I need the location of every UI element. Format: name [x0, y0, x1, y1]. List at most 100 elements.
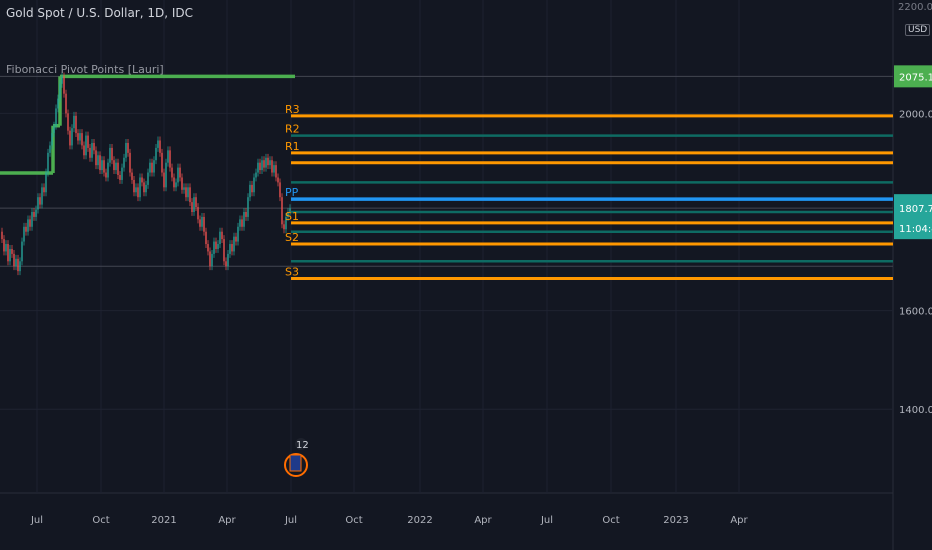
candle-body	[107, 162, 109, 178]
candle-body	[223, 239, 225, 262]
candle-body	[183, 187, 185, 190]
candle-body	[263, 160, 265, 168]
candle-body	[159, 140, 161, 153]
candle-body	[193, 197, 195, 212]
candle-body	[53, 125, 55, 134]
candle-body	[109, 147, 111, 163]
candle-body	[235, 236, 237, 242]
candle-body	[23, 226, 25, 242]
candle-body	[241, 219, 243, 227]
candle-body	[11, 248, 13, 254]
candle-body	[121, 167, 123, 180]
candle-body	[199, 219, 201, 227]
candle-body	[227, 253, 229, 267]
x-tick-label: 2023	[663, 515, 688, 526]
candle-body	[285, 216, 287, 230]
price-badges: 2075.14 1807.78 11:04:46	[894, 65, 932, 240]
candle-body	[71, 128, 73, 146]
candle-body	[179, 167, 181, 178]
candle-body	[167, 150, 169, 163]
candle-body	[245, 211, 247, 217]
candle-body	[59, 83, 61, 99]
candle-body	[65, 93, 67, 114]
candle-body	[201, 216, 203, 227]
candle-body	[219, 231, 221, 245]
candle-body	[281, 197, 283, 225]
candle-body	[247, 197, 249, 217]
candle-body	[129, 152, 131, 173]
prior-pivot-line	[0, 74, 295, 175]
event-count[interactable]: 12	[296, 440, 309, 451]
pivot-levels	[291, 114, 893, 281]
x-tick-label: Oct	[92, 515, 109, 526]
x-tick-label: Jul	[284, 515, 297, 526]
candle-body	[79, 133, 81, 141]
candle-body	[15, 258, 17, 267]
candle-body	[85, 135, 87, 156]
candle-body	[93, 142, 95, 151]
candle-body	[125, 142, 127, 158]
candle-body	[51, 133, 53, 146]
flag-body	[289, 454, 302, 472]
candle-body	[225, 261, 227, 267]
candle-body	[9, 248, 11, 262]
candle-body	[273, 165, 275, 173]
countdown-timer: 11:04:46	[899, 224, 932, 235]
candle-body	[195, 197, 197, 208]
candle-body	[169, 150, 171, 168]
candle-body	[269, 160, 271, 166]
candle-body	[147, 172, 149, 185]
pivot-level-labels: R3 R2 R1 PP S1 S2 S3	[285, 103, 300, 279]
x-tick-label: Jul	[30, 515, 43, 526]
candle-body	[163, 172, 165, 188]
candle-body	[215, 241, 217, 249]
x-tick-label: 2021	[151, 515, 176, 526]
candle-body	[253, 177, 255, 193]
candle-body	[141, 177, 143, 183]
y-top-tick-label: 2200.00	[898, 2, 932, 13]
candle-body	[229, 244, 231, 254]
candle-body	[207, 244, 209, 252]
candle-body	[3, 239, 5, 252]
candle-body	[17, 258, 19, 272]
candle-body	[95, 150, 97, 166]
candle-body	[267, 157, 269, 166]
candle-body	[55, 108, 57, 126]
candle-body	[67, 113, 69, 131]
candle-body	[137, 187, 139, 198]
candle-body	[103, 160, 105, 173]
candle-body	[75, 115, 77, 134]
candle-body	[41, 187, 43, 205]
candle-body	[173, 177, 175, 188]
candle-body	[1, 231, 3, 240]
x-tick-label: Apr	[730, 515, 748, 526]
candle-body	[271, 160, 273, 173]
candle-body	[37, 197, 39, 210]
candle-body	[153, 160, 155, 173]
candle-body	[119, 175, 121, 180]
currency-badge[interactable]: USD	[905, 24, 931, 36]
event-marker[interactable]: 12	[284, 438, 309, 477]
candle-body	[275, 165, 277, 178]
candle-body	[47, 152, 49, 173]
candle-body	[49, 145, 51, 153]
candle-body	[63, 76, 65, 94]
candle-body	[87, 135, 89, 148]
candle-body	[261, 160, 263, 171]
candle-body	[203, 216, 205, 232]
candle-body	[83, 145, 85, 156]
candle-body	[181, 177, 183, 190]
candle-body	[189, 187, 191, 203]
indicator-label[interactable]: Fibonacci Pivot Points [Lauri]	[6, 63, 164, 76]
candle-body	[279, 182, 281, 198]
symbol-title[interactable]: Gold Spot / U.S. Dollar, 1D, IDC	[6, 6, 194, 20]
current-price-badge-bg	[894, 194, 932, 240]
level-label-r2: R2	[285, 123, 300, 136]
x-axis: Jul Oct 2021 Apr Jul Oct 2022 Apr Jul Oct 2023 Apr	[30, 515, 749, 526]
candle-body	[77, 133, 79, 141]
candle-body	[7, 244, 9, 262]
candle-body	[233, 236, 235, 252]
candle-body	[101, 160, 103, 171]
candle-body	[91, 142, 93, 158]
